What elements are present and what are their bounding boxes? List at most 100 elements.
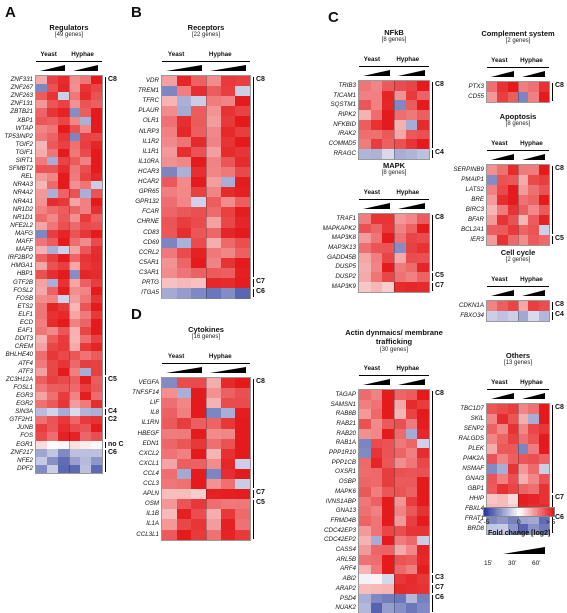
heatmap-cell	[80, 343, 92, 352]
heatmap-cell	[206, 177, 222, 188]
condition-yeast: Yeast	[363, 56, 381, 63]
gene-label: MAPK6	[335, 487, 356, 495]
heatmap-cell	[58, 375, 70, 385]
heatmap-cell	[220, 247, 236, 259]
cluster-label: C8	[555, 165, 564, 172]
heatmap-cell	[80, 424, 92, 433]
heatmap-cell	[405, 390, 418, 401]
heatmap-cell	[359, 477, 372, 488]
heatmap-cell	[36, 229, 48, 239]
heatmap-cell	[235, 126, 251, 137]
gene-label: NFE2	[17, 456, 33, 464]
panel-gene-count: [2 genes]	[505, 257, 531, 263]
heatmap-cell	[405, 593, 418, 604]
condition-separator	[69, 76, 70, 473]
heatmap-cell	[36, 100, 48, 109]
heatmap-cell	[359, 223, 372, 234]
heatmap-cell	[518, 414, 529, 425]
heatmap-cell	[417, 81, 430, 92]
gene-label: SERPINB9	[453, 166, 484, 173]
panel-gene-count: [16 genes]	[191, 334, 221, 340]
cluster-label: C8	[256, 76, 265, 83]
heatmap-cell	[69, 108, 81, 117]
time-wedge	[363, 379, 390, 385]
heatmap-cell	[176, 237, 192, 249]
condition-hyphae: Hyphae	[520, 276, 543, 283]
heatmap-cell	[394, 214, 407, 225]
heatmap-cell	[58, 286, 70, 296]
heatmap-cell	[91, 351, 103, 360]
heatmap-cell	[191, 146, 207, 158]
heatmap-cell	[394, 535, 407, 546]
heatmap-cell	[417, 457, 430, 468]
gene-label: HCAR2	[138, 178, 159, 186]
heatmap-cell	[80, 310, 92, 320]
heatmap-cell	[507, 92, 519, 103]
heatmap-cell	[359, 409, 372, 420]
heatmap-cell	[518, 464, 529, 475]
heatmap-cell	[507, 424, 519, 435]
cluster-label: C8	[555, 404, 564, 411]
heatmap-cell	[162, 146, 178, 158]
heatmap-cell	[206, 96, 222, 107]
gene-label: FBXO34	[460, 312, 484, 319]
cluster-label: C8	[555, 301, 564, 308]
heatmap-cell	[58, 270, 70, 279]
heatmap-cell	[36, 327, 48, 336]
heatmap-cell	[69, 440, 81, 449]
gene-label: FOSL2	[13, 286, 33, 294]
heatmap-cell	[405, 399, 418, 410]
heatmap-cell	[176, 86, 192, 97]
heatmap-cell	[394, 554, 407, 565]
heatmap-cell	[417, 506, 430, 517]
gene-label: TRAF1	[336, 214, 356, 222]
heatmap-cell	[518, 474, 529, 485]
heatmap-cell	[382, 90, 395, 101]
heatmap-cell	[487, 494, 498, 505]
heatmap-cell	[80, 335, 92, 344]
heatmap-cell	[507, 175, 519, 186]
gene-label: LATS2	[465, 186, 484, 193]
legend-gradient-segment	[510, 508, 513, 516]
heatmap-cell	[58, 278, 70, 287]
gene-label: CCL3	[143, 480, 159, 488]
heatmap-cell	[538, 434, 550, 445]
heatmap-cell	[370, 262, 383, 273]
gene-label: GTF2B	[13, 278, 33, 286]
heatmap-cell	[36, 432, 48, 441]
heatmap-cell	[487, 165, 498, 176]
heatmap-cell	[69, 302, 81, 312]
heatmap-cell	[359, 535, 372, 546]
heatmap-cell	[206, 257, 222, 269]
heatmap-cell	[191, 438, 207, 450]
heatmap-cell	[538, 225, 550, 236]
gene-label: ARF4	[340, 565, 356, 573]
heatmap-cell	[497, 165, 509, 176]
panel-gene-count: [49 genes]	[54, 32, 84, 38]
heatmap-cell	[417, 148, 430, 159]
heatmap-cell	[220, 96, 236, 107]
heatmap-cell	[220, 166, 236, 178]
heatmap-cell	[359, 487, 372, 498]
time-wedge-shape	[210, 367, 246, 373]
heatmap-cell	[69, 246, 81, 255]
gene-label: GTF2H1	[9, 416, 33, 424]
heatmap-cell	[417, 243, 430, 254]
gene-label: HMGA1	[10, 262, 33, 270]
heatmap-cell	[176, 166, 192, 178]
heatmap-cell	[394, 129, 407, 140]
heatmap-cell	[69, 375, 81, 385]
heatmap-cell	[47, 84, 59, 93]
heatmap-cell	[405, 223, 418, 234]
heatmap-cell	[91, 205, 103, 215]
heatmap-cell	[162, 116, 178, 127]
heatmap-cell	[235, 529, 251, 540]
gene-label: ECD	[19, 319, 33, 327]
heatmap-cell	[359, 584, 372, 595]
heatmap-cell	[487, 225, 498, 236]
heatmap-cell	[36, 310, 48, 320]
time-wedge-shape	[40, 65, 65, 71]
heatmap-cell	[382, 139, 395, 150]
gene-label: CD69	[143, 238, 159, 246]
heatmap-cell	[220, 489, 236, 500]
